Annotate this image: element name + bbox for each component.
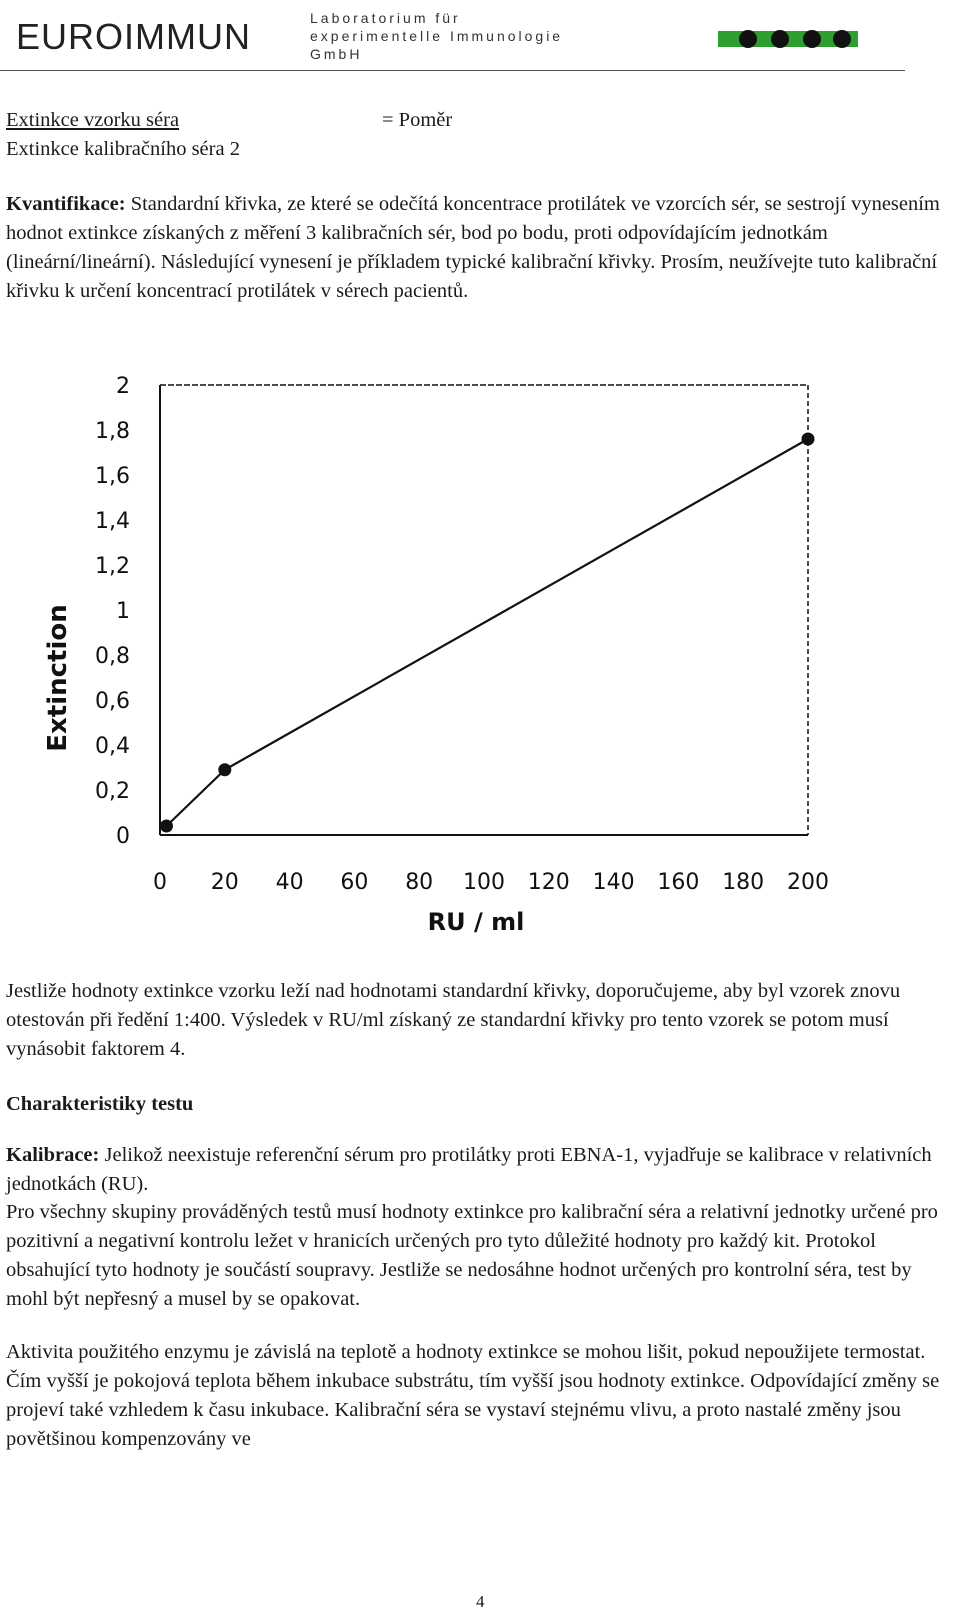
y-tick-label: 1 [116, 599, 130, 624]
x-axis-label: RU / ml [428, 908, 525, 936]
y-tick-label: 0,2 [95, 779, 130, 804]
quantification-text: Standardní křivka, ze které se odečítá k… [6, 193, 940, 302]
quantification-paragraph: Kvantifikace: Standardní křivka, ze kter… [6, 190, 956, 306]
lab-name-line3: GmbH [310, 46, 363, 62]
y-tick-label: 1,8 [95, 419, 130, 444]
calibration-label: Kalibrace: [6, 1144, 100, 1166]
x-tick-label: 140 [593, 870, 635, 895]
groups-paragraph: Pro všechny skupiny prováděných testů mu… [6, 1201, 938, 1310]
y-tick-label: 0,4 [95, 734, 130, 759]
x-tick-label: 160 [657, 870, 699, 895]
ratio-formula: Extinkce vzorku séra Extinkce kalibrační… [6, 106, 452, 164]
y-axis-label: Extinction [43, 604, 73, 752]
ratio-denominator: Extinkce kalibračního séra 2 [6, 138, 240, 160]
x-tick-label: 120 [528, 870, 570, 895]
data-point [218, 763, 232, 777]
calibration-chart: 0 20 40 60 80 100 120 140 160 180 200 0 0,2 0,4 0,6 0,8… [43, 374, 829, 936]
data-point [159, 819, 173, 833]
x-tick-label: 180 [722, 870, 764, 895]
enzyme-paragraph: Aktivita použitého enzymu je závislá na … [6, 1341, 940, 1450]
x-tick-label: 60 [340, 870, 368, 895]
data-point [801, 432, 815, 446]
y-tick-label: 0 [116, 824, 130, 849]
company-logo: EUROIMMUN [16, 16, 251, 57]
y-tick-label: 0,6 [95, 689, 130, 714]
ratio-result: = Poměr [382, 109, 453, 131]
x-tick-label: 20 [211, 870, 239, 895]
calibration-text: Jelikož neexistuje referenční sérum pro … [6, 1144, 932, 1195]
ratio-numerator: Extinkce vzorku séra [6, 109, 180, 131]
section-heading: Charakteristiky testu [6, 1093, 194, 1115]
y-tick-label: 1,6 [95, 464, 130, 489]
dilution-paragraph: Jestliže hodnoty extinkce vzorku leží na… [6, 980, 901, 1060]
quantification-label: Kvantifikace: [6, 193, 126, 215]
page-number: 4 [476, 1592, 485, 1611]
x-tick-label: 200 [787, 870, 829, 895]
y-tick-label: 1,2 [95, 554, 130, 579]
page-header: EUROIMMUN Laboratorium für experimentell… [0, 0, 905, 71]
lab-name-line1: Laboratorium für [310, 10, 461, 26]
x-tick-label: 100 [463, 870, 505, 895]
y-tick-label: 1,4 [95, 509, 130, 534]
x-tick-label: 0 [153, 870, 167, 895]
calibration-curve [165, 438, 809, 827]
calibration-paragraph: Kalibrace: Jelikož neexistuje referenční… [6, 1141, 956, 1199]
y-tick-label: 0,8 [95, 644, 130, 669]
x-tick-label: 40 [276, 870, 304, 895]
y-tick-label: 2 [116, 374, 130, 399]
x-tick-label: 80 [405, 870, 433, 895]
brand-bar-icon [718, 30, 858, 48]
lab-name-line2: experimentelle Immunologie [310, 28, 564, 44]
